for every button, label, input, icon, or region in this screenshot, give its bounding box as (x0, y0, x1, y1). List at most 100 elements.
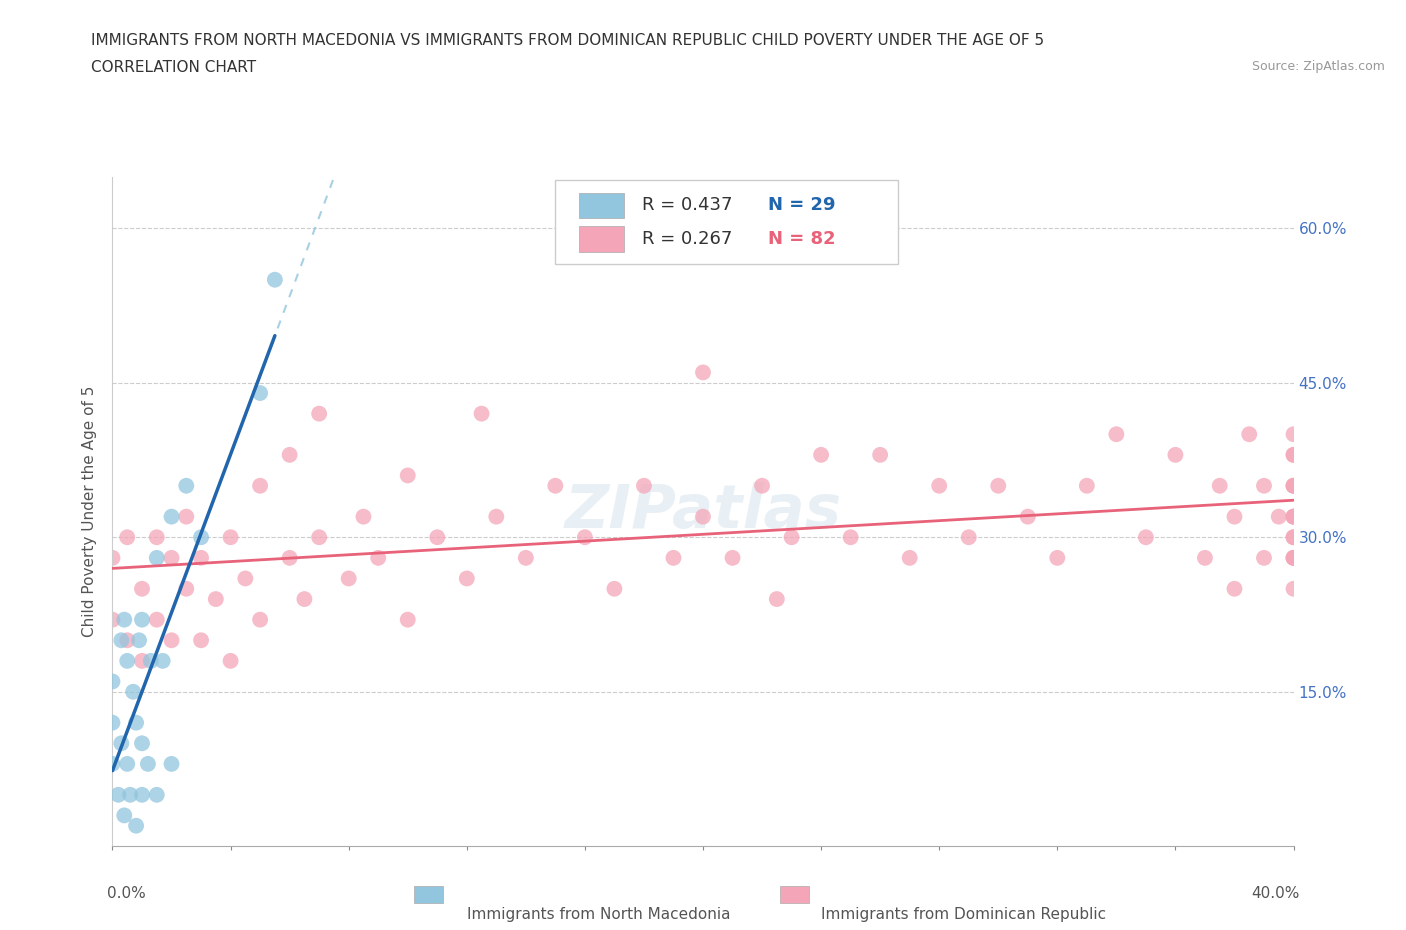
Point (190, 530, 212, 545)
Point (117, 632, 138, 647)
Point (574, 530, 596, 545)
Point (1282, 478, 1305, 493)
Point (219, 654, 242, 669)
Point (766, 591, 789, 606)
Point (278, 447, 301, 462)
Point (110, 632, 132, 647)
Text: IMMIGRANTS FROM NORTH MACEDONIA VS IMMIGRANTS FROM DOMINICAN REPUBLIC CHILD POVE: IMMIGRANTS FROM NORTH MACEDONIA VS IMMIG… (91, 33, 1045, 47)
Point (1282, 510, 1305, 525)
Point (131, 581, 153, 596)
Point (308, 530, 330, 545)
Point (308, 406, 330, 421)
Text: 0.0%: 0.0% (107, 886, 145, 901)
Point (146, 788, 169, 803)
Point (1282, 551, 1305, 565)
Point (249, 478, 271, 493)
Point (367, 551, 389, 565)
Point (662, 551, 685, 565)
Text: 40.0%: 40.0% (1251, 886, 1299, 901)
Point (456, 571, 478, 586)
Text: N = 29: N = 29 (768, 196, 835, 215)
Point (146, 530, 169, 545)
Point (1282, 551, 1305, 565)
Point (1282, 581, 1305, 596)
Point (1208, 478, 1232, 493)
Point (470, 406, 494, 421)
Point (1282, 510, 1305, 525)
Point (146, 551, 169, 565)
Point (190, 632, 212, 647)
Text: Immigrants from North Macedonia: Immigrants from North Macedonia (467, 907, 730, 922)
Point (101, 551, 124, 565)
Point (160, 632, 183, 647)
Point (219, 530, 242, 545)
Point (131, 736, 153, 751)
Point (110, 736, 132, 751)
Point (122, 684, 145, 699)
FancyBboxPatch shape (555, 180, 898, 264)
Point (174, 510, 197, 525)
Point (152, 654, 174, 669)
Point (839, 530, 862, 545)
Point (1282, 530, 1305, 545)
Text: R = 0.437: R = 0.437 (641, 196, 733, 215)
Point (485, 510, 508, 525)
Point (292, 591, 315, 606)
Point (146, 612, 169, 627)
Point (898, 551, 921, 565)
Point (249, 386, 271, 401)
Point (352, 510, 374, 525)
Point (1282, 551, 1305, 565)
Point (190, 551, 212, 565)
Point (1282, 478, 1305, 493)
Point (780, 530, 803, 545)
Point (205, 591, 228, 606)
Point (869, 447, 891, 462)
Point (160, 551, 183, 565)
Point (1282, 427, 1305, 442)
Point (426, 530, 449, 545)
Y-axis label: Child Poverty Under the Age of 5: Child Poverty Under the Age of 5 (82, 386, 97, 637)
Point (112, 612, 135, 627)
Point (131, 788, 153, 803)
Point (101, 674, 124, 689)
Point (125, 818, 148, 833)
Point (160, 756, 183, 771)
Point (928, 478, 950, 493)
Point (160, 510, 183, 525)
Point (1076, 478, 1098, 493)
Point (117, 654, 138, 669)
Point (1253, 478, 1275, 493)
Point (692, 510, 714, 525)
Point (1282, 447, 1305, 462)
Point (1017, 510, 1039, 525)
Bar (413, 886, 443, 903)
Point (1164, 447, 1187, 462)
Point (1253, 551, 1275, 565)
Point (101, 756, 124, 771)
Point (987, 478, 1010, 493)
Point (264, 272, 287, 287)
Point (515, 551, 537, 565)
Point (1046, 551, 1069, 565)
Point (112, 808, 135, 823)
Point (603, 581, 626, 596)
Point (396, 468, 419, 483)
Point (1239, 427, 1261, 442)
Point (131, 654, 153, 669)
Point (107, 788, 129, 803)
Point (139, 654, 162, 669)
Point (1194, 551, 1216, 565)
Point (174, 478, 197, 493)
Point (117, 756, 138, 771)
Point (101, 612, 124, 627)
Point (1268, 510, 1291, 525)
Point (1223, 510, 1246, 525)
Point (1135, 530, 1157, 545)
Point (278, 551, 301, 565)
Text: CORRELATION CHART: CORRELATION CHART (91, 60, 256, 75)
Point (957, 530, 980, 545)
Point (120, 788, 142, 803)
Point (1223, 581, 1246, 596)
Point (1282, 510, 1305, 525)
